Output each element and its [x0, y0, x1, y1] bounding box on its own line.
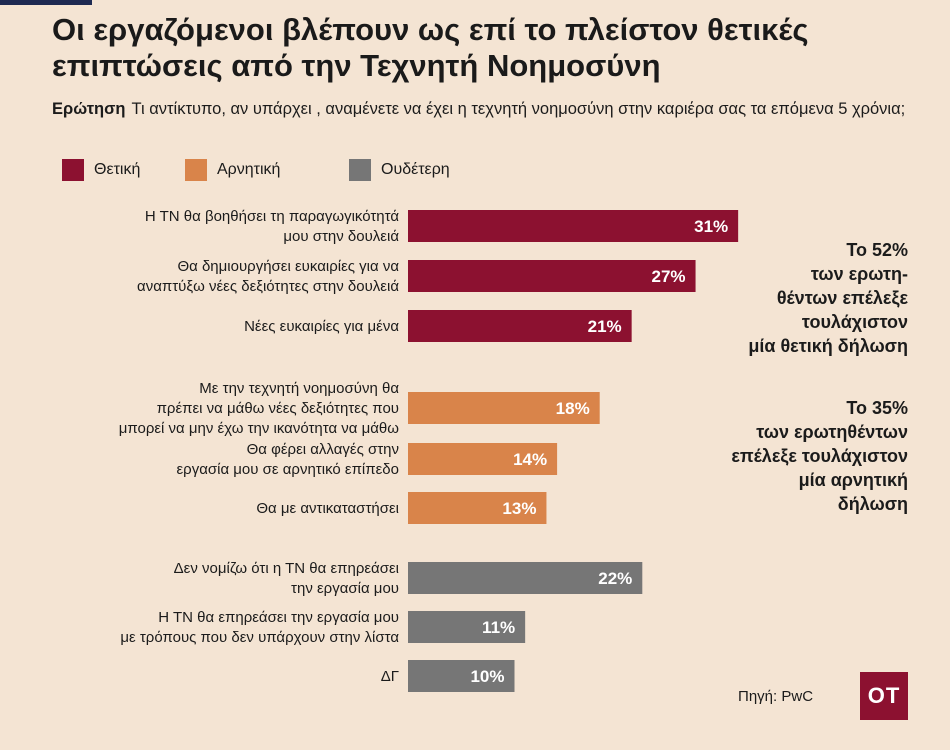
bar-value-label: 18% — [556, 399, 590, 418]
annotation-positive-line: τουλάχιστον — [801, 312, 908, 332]
category-label: Η ΤΝ θα βοηθήσει τη παραγωγικότητά — [145, 208, 399, 225]
bar-value-label: 13% — [502, 499, 536, 518]
annotation-negative-line: μία αρνητική — [798, 470, 908, 490]
annotation-negative-line: Το 35% — [846, 398, 908, 418]
annotation-negative-line: δήλωση — [837, 494, 908, 514]
bar-2 — [408, 310, 632, 342]
bar-value-label: 31% — [694, 217, 728, 236]
source-text: Πηγή: PwC — [738, 688, 814, 705]
category-label: Θα με αντικαταστήσει — [256, 500, 399, 517]
legend-label-neutral: Ουδέτερη — [381, 161, 450, 178]
category-label: πρέπει να μάθω νέες δεξιότητες που — [157, 400, 399, 417]
bar-6 — [408, 562, 643, 594]
bar-7 — [408, 611, 526, 643]
legend-swatch-negative — [185, 159, 207, 181]
legend-item-neutral: Ουδέτερη — [349, 158, 450, 182]
legend-label-negative: Αρνητική — [217, 161, 281, 178]
annotation-negative-line: επέλεξε τουλάχιστον — [731, 446, 908, 466]
category-label: με τρόπους που δεν υπάρχουν στην λίστα — [120, 629, 399, 646]
bar-value-label: 21% — [588, 317, 622, 336]
top-accent-bar — [0, 0, 92, 5]
category-label: Με την τεχνητή νοημοσύνη θα — [199, 380, 399, 397]
bar-value-label: 14% — [513, 450, 547, 469]
question-label: Ερώτηση — [52, 100, 126, 118]
bar-3 — [408, 392, 600, 424]
bar-value-label: 10% — [470, 667, 504, 686]
chart-title: Οι εργαζόμενοι βλέπουν ως επί το πλείστο… — [52, 12, 809, 83]
annotation-positive: Το 52% των ερωτη- θέντων επέλεξε τουλάχι… — [748, 238, 908, 358]
bar-value-label: 11% — [482, 618, 515, 637]
category-label: Θα φέρει αλλαγές στην — [247, 441, 399, 458]
question-text: Ερώτηση Τι αντίκτυπο, αν υπάρχει , αναμέν… — [52, 98, 912, 120]
category-label: Δεν νομίζω ότι η ΤΝ θα επηρεάσει — [174, 560, 399, 577]
category-label: την εργασία μου — [291, 580, 399, 597]
annotation-positive-line: μία θετική δήλωση — [748, 336, 908, 356]
category-label: Η ΤΝ θα επηρεάσει την εργασία μου — [158, 609, 399, 626]
bar-value-label: 22% — [598, 569, 632, 588]
legend-swatch-positive — [62, 159, 84, 181]
bar-8 — [408, 660, 515, 692]
annotation-negative-line: των ερωτηθέντων — [756, 422, 908, 442]
legend-item-positive: Θετική — [62, 158, 140, 182]
question-body: Τι αντίκτυπο, αν υπάρχει , αναμένετε να … — [131, 100, 906, 118]
annotation-negative: Το 35% των ερωτηθέντων επέλεξε τουλάχιστ… — [731, 396, 908, 516]
category-label: Θα δημιουργήσει ευκαιρίες για να — [177, 258, 399, 275]
publisher-logo: OT — [860, 672, 908, 720]
category-label: μπορεί να μην έχω την ικανότητα να μάθω — [119, 420, 400, 437]
annotation-positive-line: Το 52% — [846, 240, 908, 260]
category-label: αναπτύξω νέες δεξιότητες στην δουλειά — [137, 278, 399, 295]
legend-item-negative: Αρνητική — [185, 158, 280, 182]
bar-0 — [408, 210, 739, 242]
category-label: μου στην δουλειά — [283, 228, 399, 245]
bar-value-label: 27% — [652, 267, 686, 286]
bar-4 — [408, 443, 558, 475]
bar-1 — [408, 260, 696, 292]
category-label: εργασία μου σε αρνητικό επίπεδο — [176, 461, 399, 478]
category-label: Νέες ευκαιρίες για μένα — [244, 318, 399, 335]
bar-5 — [408, 492, 547, 524]
annotation-positive-line: των ερωτη- — [810, 264, 908, 284]
annotation-positive-line: θέντων επέλεξε — [776, 288, 908, 308]
legend-label-positive: Θετική — [94, 161, 141, 178]
category-label: ΔΓ — [381, 668, 399, 685]
legend-swatch-neutral — [349, 159, 371, 181]
